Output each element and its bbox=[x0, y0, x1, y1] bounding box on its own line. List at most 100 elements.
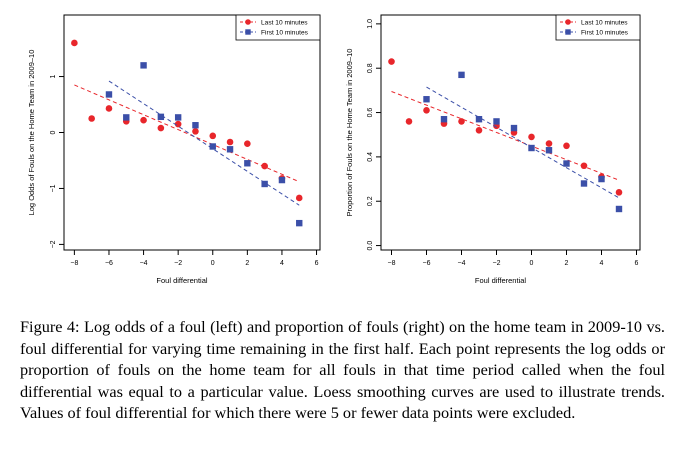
data-point-circle bbox=[88, 115, 95, 122]
plot-frame bbox=[380, 14, 641, 251]
x-tick-label: −4 bbox=[458, 260, 466, 267]
y-tick-label: 0.6 bbox=[367, 108, 374, 118]
y-tick-label: 1.0 bbox=[367, 19, 374, 29]
y-tick-label: −1 bbox=[50, 184, 57, 192]
legend-box bbox=[555, 14, 641, 41]
data-point-circle bbox=[244, 140, 251, 147]
x-tick-label: 0 bbox=[211, 260, 215, 267]
series-first-10-minutes bbox=[423, 71, 623, 213]
data-point-square bbox=[563, 160, 570, 167]
data-point-square bbox=[475, 115, 483, 123]
data-point-square bbox=[140, 62, 147, 69]
legend-box bbox=[235, 14, 321, 41]
data-point-circle bbox=[261, 162, 268, 170]
data-point-square bbox=[510, 124, 518, 132]
data-point-square bbox=[192, 122, 199, 129]
data-point-square bbox=[580, 180, 588, 187]
data-point-circle bbox=[209, 132, 217, 140]
x-tick-label: 4 bbox=[600, 260, 604, 267]
y-tick-label: 0 bbox=[50, 130, 57, 134]
y-tick-label: −2 bbox=[50, 240, 57, 248]
x-tick-label: −4 bbox=[140, 260, 148, 267]
x-tick-label: 6 bbox=[635, 260, 639, 267]
data-point-square bbox=[174, 114, 182, 121]
data-point-square bbox=[226, 146, 234, 153]
data-point-circle bbox=[295, 194, 303, 202]
legend-marker-square bbox=[565, 29, 571, 35]
legend-label: First 10 minutes bbox=[261, 29, 309, 36]
data-point-square bbox=[244, 160, 251, 167]
plot-frame bbox=[63, 14, 321, 251]
data-point-square bbox=[528, 144, 535, 152]
data-point-square bbox=[261, 180, 268, 188]
legend-label: Last 10 minutes bbox=[581, 19, 628, 26]
loess-trend-line bbox=[426, 86, 620, 199]
data-point-circle bbox=[580, 162, 588, 170]
data-point-circle bbox=[405, 118, 413, 125]
x-tick-label: −8 bbox=[70, 260, 78, 267]
data-point-circle bbox=[475, 126, 483, 134]
series-last-10-minutes bbox=[71, 39, 303, 202]
y-axis-label: Proportion of Fouls on the Home Team in … bbox=[345, 49, 354, 217]
data-point-square bbox=[598, 175, 605, 183]
x-tick-label: −8 bbox=[388, 260, 396, 267]
x-tick-label: −6 bbox=[423, 260, 431, 267]
data-point-square bbox=[209, 143, 216, 150]
legend-label: First 10 minutes bbox=[581, 29, 629, 36]
x-tick-label: −2 bbox=[174, 260, 182, 267]
data-point-circle bbox=[226, 138, 234, 146]
legend: Last 10 minutes First 10 minutes bbox=[235, 14, 321, 41]
y-tick-label: 0.4 bbox=[367, 152, 374, 162]
data-point-circle bbox=[545, 140, 553, 147]
data-point-square bbox=[458, 71, 465, 79]
x-tick-label: −2 bbox=[493, 260, 501, 267]
y-tick-label: 0.2 bbox=[367, 196, 374, 206]
data-point-square bbox=[493, 118, 500, 125]
x-tick-label: 0 bbox=[530, 260, 534, 267]
y-tick-label: 0.8 bbox=[367, 63, 374, 73]
x-axis-label: Foul differential bbox=[475, 276, 526, 285]
data-point-circle bbox=[528, 133, 535, 141]
data-point-circle bbox=[458, 118, 465, 125]
data-point-circle bbox=[615, 189, 623, 196]
x-tick-label: −6 bbox=[105, 260, 113, 267]
data-point-circle bbox=[563, 142, 570, 150]
figure-caption: Figure 4: Log odds of a foul (left) and … bbox=[20, 317, 665, 423]
x-axis-label: Foul differential bbox=[156, 276, 207, 285]
data-point-square bbox=[440, 115, 448, 123]
chart-panel-2: −8 −6 −4 −2 0 2 4 6 0.0 0.2 0.4 0.6 0.8 1.0 Foul diffe… bbox=[345, 14, 641, 285]
data-point-square bbox=[123, 114, 130, 121]
legend-label: Last 10 minutes bbox=[261, 19, 308, 26]
series-first-10-minutes bbox=[105, 62, 303, 227]
data-point-square bbox=[157, 113, 165, 121]
legend-marker-square bbox=[245, 29, 251, 35]
data-point-square bbox=[105, 91, 113, 98]
x-tick-label: 4 bbox=[280, 260, 284, 267]
data-point-circle bbox=[388, 58, 395, 65]
x-tick-label: 2 bbox=[565, 260, 569, 267]
data-point-square bbox=[615, 205, 623, 213]
legend-marker-circle bbox=[245, 19, 251, 25]
y-tick-label: 0.0 bbox=[367, 241, 374, 251]
data-point-circle bbox=[423, 107, 430, 114]
data-point-circle bbox=[105, 105, 113, 112]
loess-trend-line bbox=[108, 80, 300, 206]
x-tick-label: 6 bbox=[315, 260, 319, 267]
data-point-circle bbox=[174, 120, 182, 128]
data-point-circle bbox=[71, 39, 78, 47]
series-last-10-minutes bbox=[388, 58, 623, 196]
data-point-circle bbox=[140, 116, 147, 124]
y-axis-label: Log Odds of Fouls on the Home Team in 20… bbox=[27, 50, 36, 216]
legend-marker-circle bbox=[565, 19, 571, 25]
legend: Last 10 minutes First 10 minutes bbox=[555, 14, 641, 41]
data-point-circle bbox=[157, 124, 165, 132]
chart-panel-1: −8 −6 −4 −2 0 2 4 6 −2 −1 0 1 Foul differential Log O… bbox=[27, 14, 321, 285]
data-point-square bbox=[278, 176, 286, 184]
data-point-square bbox=[423, 96, 430, 103]
data-point-circle bbox=[192, 128, 199, 135]
figure-panels: −8 −6 −4 −2 0 2 4 6 −2 −1 0 1 Foul differential Log O… bbox=[27, 14, 641, 285]
data-point-square bbox=[545, 147, 553, 154]
x-tick-label: 2 bbox=[245, 260, 249, 267]
y-tick-label: 1 bbox=[50, 75, 57, 79]
data-point-square bbox=[296, 219, 303, 227]
